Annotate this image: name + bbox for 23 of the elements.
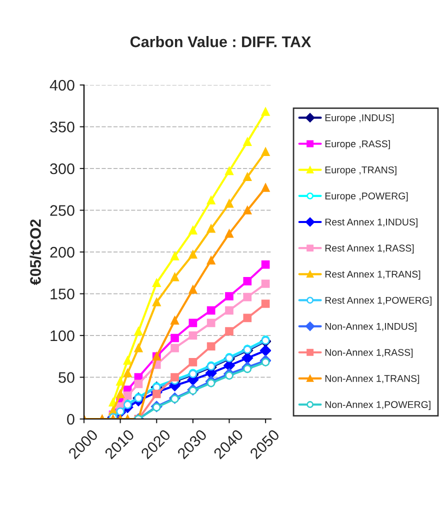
- legend-label: Europe ,RASS]: [325, 140, 390, 150]
- y-tick-label: 250: [50, 205, 74, 216]
- legend-label: Rest Annex 1,INDUS]: [325, 218, 418, 228]
- legend-label: Rest Annex 1,TRANS]: [325, 270, 420, 280]
- y-tick-label: 100: [50, 330, 74, 342]
- legend-label: Non-Annex 1,RASS]: [325, 348, 413, 358]
- y-tick-label: 300: [50, 163, 74, 174]
- legend-label: Non-Annex 1,TRANS]: [325, 374, 420, 384]
- y-tick-label: 350: [50, 122, 74, 132]
- legend-label: Europe ,INDUS]: [325, 114, 394, 124]
- legend-label: Europe ,TRANS]: [325, 166, 396, 176]
- y-tick-label: 400: [50, 80, 74, 91]
- legend-label: Rest Annex 1,RASS]: [325, 244, 414, 254]
- legend-label: Europe ,POWERG]: [325, 192, 408, 202]
- legend-label: Non-Annex 1,INDUS]: [325, 322, 416, 332]
- y-tick-label: 0: [67, 414, 74, 425]
- y-tick-label: 50: [58, 372, 74, 383]
- y-axis-title: €05/tCO2: [30, 219, 42, 286]
- legend-label: Rest Annex 1,POWERG]: [325, 296, 432, 306]
- y-tick-label: 200: [50, 246, 74, 258]
- legend-label: Non-Annex 1,POWERG]: [325, 400, 430, 410]
- chart-title: Carbon Value : DIFF. TAX: [130, 36, 312, 48]
- y-tick-label: 150: [50, 288, 74, 300]
